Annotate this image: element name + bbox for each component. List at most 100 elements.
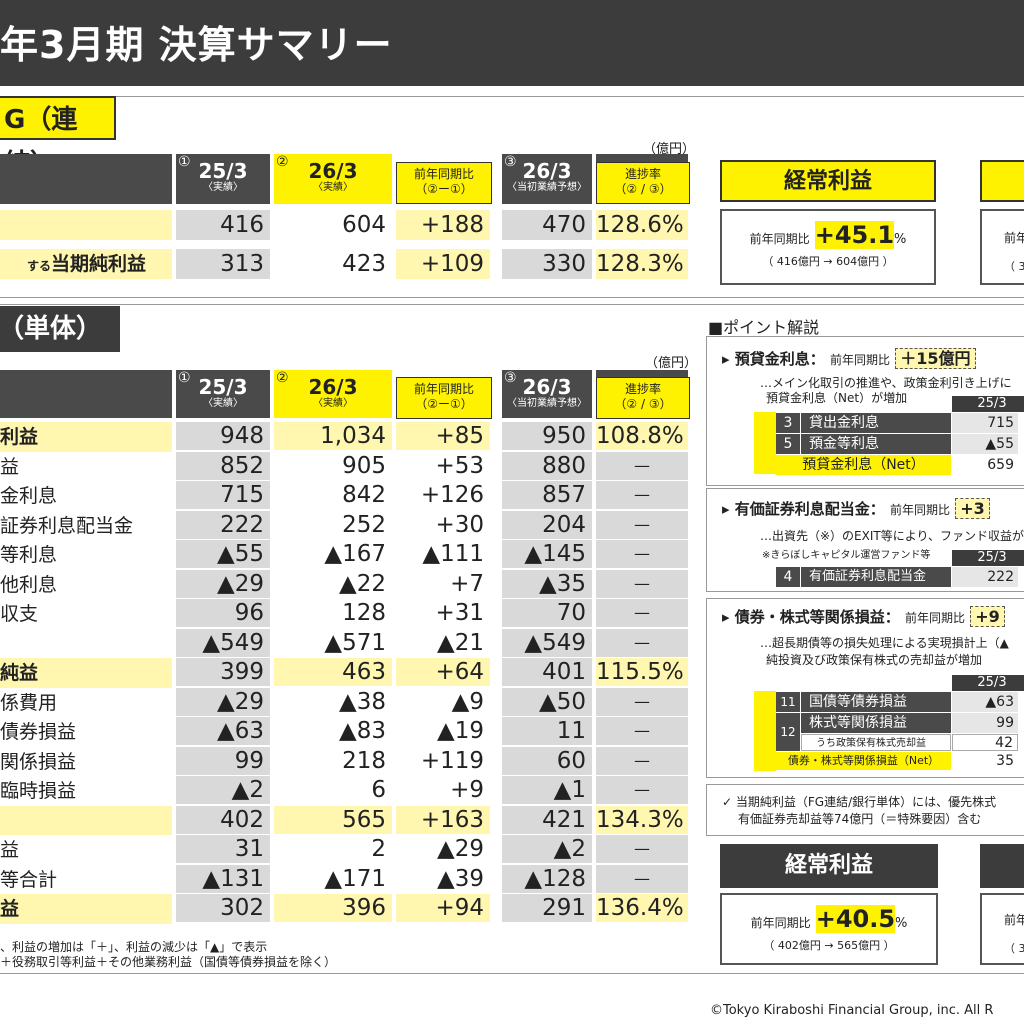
bank-row-v5: 115.5%: [596, 658, 688, 686]
fg-row-1-v5: 128.6%: [596, 210, 688, 240]
bank-row-v2: 463: [274, 658, 392, 686]
bank-header-c4-sub: 〈当初業績予想〉: [507, 398, 587, 409]
bank-row-v4: 204: [502, 511, 592, 539]
note-line-2: 有価証券売却益等74億円（＝特殊要因）含む: [738, 812, 982, 826]
bank-row-v1: ▲131: [176, 865, 270, 893]
point-3-row-2-val: 99: [952, 713, 1018, 733]
bank-row-v5: —: [596, 481, 688, 509]
bank-row-v1: ▲55: [176, 540, 270, 568]
bank-row-v1: 399: [176, 658, 270, 686]
bank-row-v4: ▲50: [502, 688, 592, 716]
point-3-row-1-val: ▲63: [952, 692, 1018, 712]
point-1-row-2-no: 5: [776, 434, 800, 454]
bank-header-c4: ③ 26/3 〈当初業績予想〉: [502, 370, 592, 418]
bank-row-v5: 136.4%: [596, 894, 688, 922]
point-2-row-1-val: 222: [952, 567, 1018, 587]
point-3-pre: 前年同期比: [905, 611, 966, 625]
bank-kpi-pct: %: [895, 916, 908, 931]
bank-row-v3: +163: [396, 806, 490, 834]
bank-row-v2: 905: [274, 452, 392, 480]
fg-kpi-pre: 前年同期比: [749, 232, 810, 246]
bank-header-label-col: [0, 370, 172, 418]
bank-header-c5-main: 進捗率: [624, 382, 661, 396]
bank-row-v4: 401: [502, 658, 592, 686]
bank-row-label: 臨時損益: [0, 776, 172, 806]
bank-row-v2: 1,034: [274, 422, 392, 450]
point-3-net-name: 債券・株式等関係損益（Net）: [776, 752, 951, 770]
point-2-text-2: ※きらぼしキャピタル運営ファンド等: [762, 550, 931, 561]
bank-row-label: [0, 629, 172, 659]
point-3-row-2-no: 12: [776, 713, 800, 751]
fg-header-c1-sub: 〈実績〉: [203, 182, 243, 193]
copyright: ©Tokyo Kiraboshi Financial Group, inc. A…: [710, 1003, 994, 1018]
fg-header-c3-sub: （②ー①）: [415, 182, 473, 196]
point-1-row-1-name: 貸出金利息: [801, 413, 951, 433]
bank-row-label: 利益: [0, 422, 172, 452]
note-line-1: ✓ 当期純利益（FG連結/銀行単体）には、優先株式: [722, 795, 997, 809]
fg-row-2-v1: 313: [176, 249, 270, 279]
bank-row-v2: ▲571: [274, 629, 392, 657]
fg-header-c4: ③ 26/3 〈当初業績予想〉: [502, 154, 592, 204]
fg-header-c3-main: 前年同期比: [413, 167, 474, 181]
fg-row-1-v3: +188: [396, 210, 490, 240]
point-3-row-1-name: 国債等債券損益: [801, 692, 951, 712]
bank-row-v2: ▲38: [274, 688, 392, 716]
bank-row-v4: 11: [502, 717, 592, 745]
bank-row-v4: 70: [502, 599, 592, 627]
fg-row-2-label: する当期純利益: [0, 249, 172, 279]
bank-row-label: 証券利息配当金: [0, 511, 172, 541]
bank-header-c2: ② 26/3 〈実績〉: [274, 370, 392, 418]
bank-row-v3: +85: [396, 422, 490, 450]
bank-row-v5: —: [596, 865, 688, 893]
point-3-col-header: 25/3: [952, 675, 1024, 691]
bank-row-v3: +126: [396, 481, 490, 509]
bank-row-v1: 222: [176, 511, 270, 539]
bank-header-c5: 進捗率 （② / ③）: [596, 377, 690, 419]
bank-row-v5: —: [596, 540, 688, 568]
bank-header-c1: ① 25/3 〈実績〉: [176, 370, 270, 418]
fg-header-c2-num: ②: [276, 154, 289, 170]
bank-row-v2: 128: [274, 599, 392, 627]
bank-row-v4: ▲1: [502, 776, 592, 804]
bank-row-v1: 99: [176, 747, 270, 775]
point-3-net-val: 35: [952, 752, 1018, 770]
bank-row-v2: 842: [274, 481, 392, 509]
fg-header-c3: 前年同期比 （②ー①）: [396, 162, 492, 204]
point-2-title-text: ▸ 有価証券利息配当金：: [722, 500, 885, 518]
bank-row-v1: ▲2: [176, 776, 270, 804]
bank-kpi-detail: （ 402億円 → 565億円 ）: [763, 939, 895, 952]
bank-row-v4: ▲145: [502, 540, 592, 568]
point-1-row-1-no: 3: [776, 413, 800, 433]
point-1-text-2: 預貸金利息（Net）が増加: [766, 391, 908, 405]
bank-section-tag: （単体）: [0, 306, 120, 352]
point-2-value: +3: [955, 498, 990, 519]
bank-header-c5-sub: （② / ③）: [614, 397, 672, 411]
fg-kpi-detail: （ 416億円 → 604億円 ）: [762, 255, 894, 268]
page-title: 年3月期 決算サマリー: [0, 23, 393, 67]
bank-kpi2-body: 前年 （ 3: [980, 893, 1024, 965]
point-3-title: ▸ 債券・株式等関係損益： 前年同期比 +9: [722, 606, 1005, 627]
fg-row-1-v2: 604: [274, 210, 392, 240]
bank-row-v4: ▲549: [502, 629, 592, 657]
point-3-row-3-val: 42: [952, 734, 1018, 751]
bank-kpi-pre: 前年同期比: [750, 916, 811, 930]
bank-row-v3: +31: [396, 599, 490, 627]
point-2-title: ▸ 有価証券利息配当金： 前年同期比 +3: [722, 498, 990, 519]
bank-row-label: 益: [0, 835, 172, 865]
bank-footnote-1: 、利益の増加は「＋」、利益の減少は「▲」で表示: [0, 940, 268, 954]
fg-row-2-label-small: する: [26, 259, 51, 273]
bank-row-v4: 950: [502, 422, 592, 450]
bank-row-v5: —: [596, 747, 688, 775]
fg-header-c4-main: 26/3: [522, 159, 572, 183]
bank-kpi-value: +40.5: [815, 905, 896, 933]
bank-kpi2-detail: （ 3: [1004, 942, 1024, 955]
point-3-text-1: …超長期債等の損失処理による実現損計上（▲: [760, 636, 1009, 650]
bank-row-v2: ▲171: [274, 865, 392, 893]
fg-row-2-v2: 423: [274, 249, 392, 279]
bank-row-v1: 31: [176, 835, 270, 863]
bank-row-v4: ▲2: [502, 835, 592, 863]
fg-header-c5-top: [596, 154, 688, 162]
bank-row-v3: +53: [396, 452, 490, 480]
bank-row-v3: ▲39: [396, 865, 490, 893]
bank-row-v1: 302: [176, 894, 270, 922]
